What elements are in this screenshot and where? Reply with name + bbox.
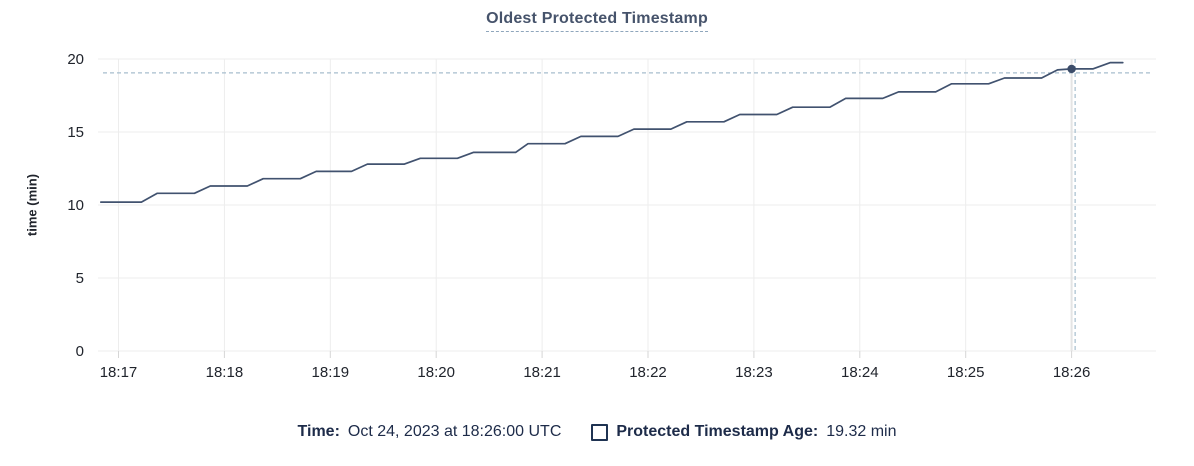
x-tick-label: 18:24 <box>841 364 879 381</box>
x-tick-label: 18:26 <box>1053 364 1091 381</box>
chart-title[interactable]: Oldest Protected Timestamp <box>486 10 708 32</box>
legend-time-value: Oct 24, 2023 at 18:26:00 UTC <box>347 423 562 440</box>
y-tick-label: 0 <box>76 343 84 360</box>
plot-area[interactable]: 0 5 10 15 20 18:17 18:18 18:19 18:20 18:21 18:22 18… <box>0 0 1194 410</box>
x-tick-label: 18:25 <box>947 364 985 381</box>
x-tick-label: 18:19 <box>312 364 350 381</box>
y-tick-label: 15 <box>67 124 84 141</box>
y-tick-label: 10 <box>67 197 84 214</box>
chart-header: Oldest Protected Timestamp <box>0 10 1194 32</box>
chart-legend: Time: Oct 24, 2023 at 18:26:00 UTC Prote… <box>0 419 1194 445</box>
legend-series-label: Protected Timestamp Age: <box>616 423 819 440</box>
x-tick-label: 18:17 <box>100 364 138 381</box>
legend-time-label: Time: <box>297 423 340 440</box>
hover-point-dot <box>1067 64 1076 74</box>
legend-series-toggle-checkbox[interactable] <box>591 423 609 441</box>
y-tick-label: 20 <box>67 51 84 68</box>
legend-series-value: 19.32 min <box>826 423 897 440</box>
x-tick-label: 18:18 <box>206 364 244 381</box>
x-tick-label: 18:23 <box>735 364 773 381</box>
series-line-protected-timestamp-age <box>99 61 1124 203</box>
x-tick-label: 18:21 <box>523 364 561 381</box>
y-tick-label: 5 <box>76 270 84 287</box>
x-tick-label: 18:20 <box>417 364 455 381</box>
x-tick-label: 18:22 <box>629 364 667 381</box>
